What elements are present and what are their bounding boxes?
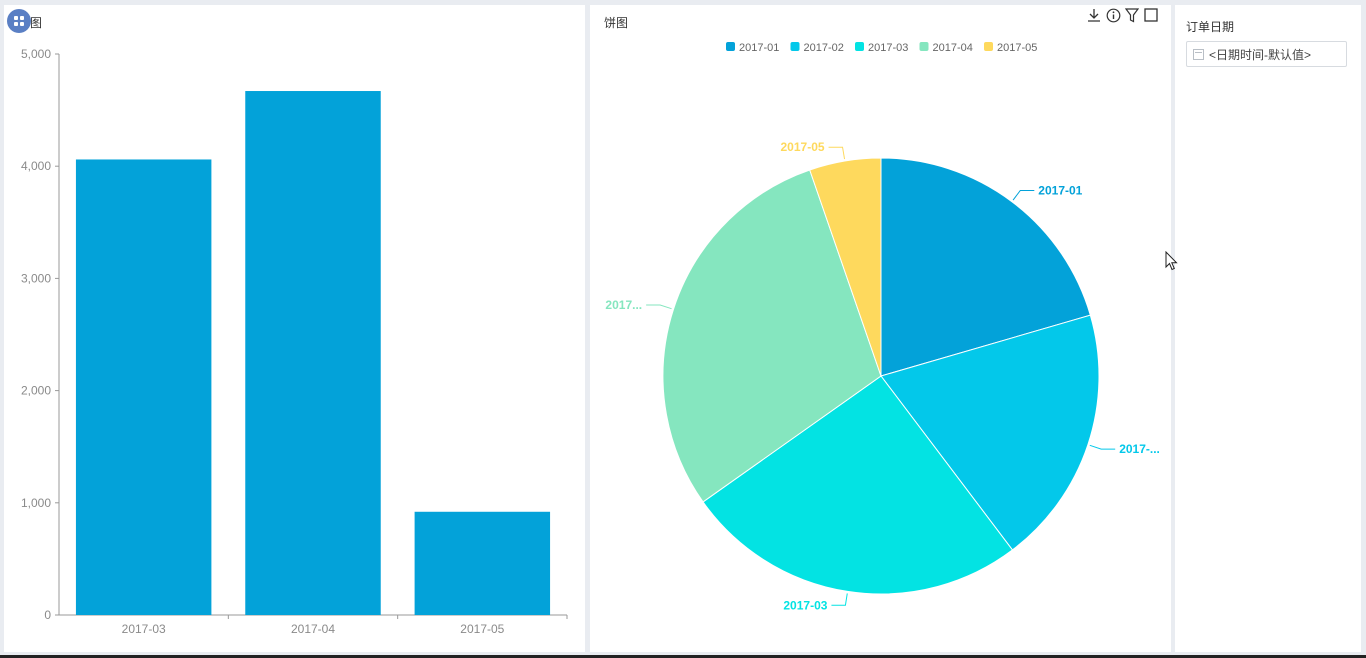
y-tick-label: 0 <box>44 608 51 622</box>
bar-2017-04 <box>245 91 381 615</box>
pie-leader-line <box>1089 444 1116 450</box>
pie-label-2017-05: 2017-05 <box>781 140 825 154</box>
y-tick-label: 5,000 <box>21 47 51 61</box>
pie-label-2017-03: 2017-03 <box>783 598 827 612</box>
order-date-label: 订单日期 <box>1186 20 1235 34</box>
filter-panel: 订单日期 <日期时间-默认值> <box>1175 5 1361 652</box>
pie-label-2017-04: 2017... <box>605 298 642 312</box>
calendar-icon <box>1193 48 1204 60</box>
x-tick-label: 2017-03 <box>122 622 166 636</box>
pie-slice-2017-03 <box>702 375 1014 595</box>
bar-chart: 0 1,000 2,000 3,000 4,000 5,000 2017-03 2017-04… <box>21 47 568 636</box>
filter-icon[interactable] <box>1124 7 1140 23</box>
legend-swatch-2017-04 <box>919 42 929 51</box>
maximize-icon[interactable] <box>1143 7 1159 23</box>
pie-slice-2017-05 <box>809 157 882 377</box>
pie-leader-line <box>831 593 848 606</box>
pie-label-2017-02: 2017-... <box>1119 442 1160 456</box>
download-icon[interactable] <box>1086 7 1102 23</box>
order-date-value: <日期时间-默认值> <box>1209 47 1312 62</box>
pie-slice-2017-01 <box>880 157 1091 377</box>
pie-chart-panel: 饼图 2017-01 2017-02 2017-03 2017-04 2017-05 20… <box>590 5 1171 652</box>
mouse-cursor-icon <box>1165 251 1178 271</box>
order-date-input[interactable]: <日期时间-默认值> <box>1186 41 1347 67</box>
bar-2017-03 <box>75 159 212 615</box>
info-icon[interactable] <box>1105 7 1121 23</box>
x-tick-label: 2017-04 <box>291 622 335 636</box>
pie-legend: 2017-01 2017-02 2017-03 2017-04 2017-05 <box>726 42 1037 54</box>
y-tick-label: 4,000 <box>21 159 51 173</box>
legend-label-2017-01: 2017-01 <box>739 42 779 54</box>
y-tick-label: 2,000 <box>21 384 51 398</box>
window-bottom-edge <box>0 655 1366 658</box>
pie-chart-title: 饼图 <box>604 16 629 30</box>
pie-leader-line <box>1012 189 1035 201</box>
pie-slice-2017-02 <box>880 314 1100 551</box>
bar-chart-title: 图 <box>30 16 43 30</box>
bar-chart-panel: 图 0 1,000 2,000 3,000 4,000 5,000 2017-03 2017-… <box>4 5 585 652</box>
legend-label-2017-05: 2017-05 <box>997 42 1037 54</box>
legend-label-2017-04: 2017-04 <box>933 42 973 54</box>
x-tick-label: 2017-05 <box>460 622 504 636</box>
pie-slice-2017-04 <box>662 169 882 503</box>
chart-toolbar <box>1086 7 1159 23</box>
pie-chart: 2017-01 2017-02 2017-03 2017-04 2017-052017-… <box>605 42 1160 612</box>
legend-swatch-2017-02 <box>790 42 800 51</box>
pie-label-2017-01: 2017-01 <box>1038 183 1082 197</box>
legend-swatch-2017-05 <box>984 42 993 51</box>
legend-label-2017-02: 2017-02 <box>804 42 844 54</box>
y-tick-label: 3,000 <box>21 271 51 285</box>
pie-leader-line <box>646 304 672 310</box>
legend-swatch-2017-01 <box>726 42 735 51</box>
dashboard-grid-icon[interactable] <box>7 9 31 33</box>
legend-swatch-2017-03 <box>855 42 864 51</box>
pie-leader-line <box>828 146 846 160</box>
legend-label-2017-03: 2017-03 <box>868 42 908 54</box>
bar-2017-05 <box>414 511 551 615</box>
y-tick-label: 1,000 <box>21 496 51 510</box>
